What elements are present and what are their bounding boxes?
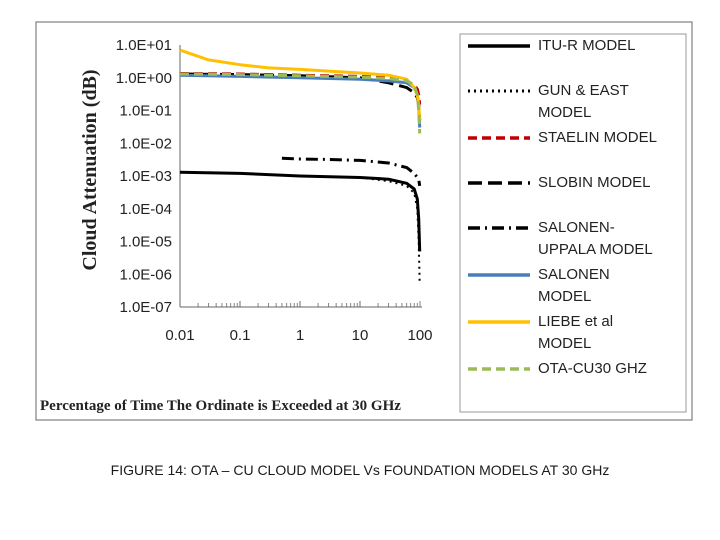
legend-label-7: LIEBE et al xyxy=(538,313,613,330)
legend-label-8: OTA-CU30 GHZ xyxy=(538,360,647,377)
y-tick-label: 1.0E-05 xyxy=(119,234,172,251)
series-line-2 xyxy=(179,171,421,285)
series-layer xyxy=(179,48,422,285)
x-tick-label: 0.01 xyxy=(165,327,194,344)
x-tick-label: 100 xyxy=(407,327,432,344)
y-tick-label: 1.0E-04 xyxy=(119,201,172,218)
y-tick-label: 1.0E-02 xyxy=(119,135,172,152)
legend: ITU-R MODEL GUN & EAST MODEL STAELIN MODEL S… xyxy=(468,37,657,377)
legend-box xyxy=(459,33,687,413)
x-tick-labels: 0.01 0.1 1 10 100 xyxy=(165,327,432,344)
x-tick-label: 0.1 xyxy=(230,327,251,344)
legend-label-7: MODEL xyxy=(538,335,591,352)
y-tick-label: 1.0E-01 xyxy=(119,103,172,120)
y-tick-label: 1.0E+00 xyxy=(116,70,172,87)
figure-caption: FIGURE 14: OTA – CU CLOUD MODEL Vs FOUND… xyxy=(110,462,610,478)
x-tick-label: 10 xyxy=(352,327,369,344)
x-axis-label: Percentage of Time The Ordinate is Excee… xyxy=(40,398,401,414)
y-tick-label: 1.0E+01 xyxy=(116,37,172,54)
legend-label-6: MODEL xyxy=(538,288,591,305)
series-line-5 xyxy=(281,156,422,187)
x-minor-ticks xyxy=(179,301,421,307)
legend-label-5: SALONEN- xyxy=(538,219,615,236)
y-tick-labels: 1.0E+01 1.0E+00 1.0E-01 1.0E-02 1.0E-03 1.0E-… xyxy=(116,37,172,316)
x-tick-label: 1 xyxy=(296,327,304,344)
y-tick-label: 1.0E-06 xyxy=(119,266,172,283)
legend-label-5: UPPALA MODEL xyxy=(538,241,653,258)
chart-frame xyxy=(35,21,693,421)
legend-label-4: SLOBIN MODEL xyxy=(538,174,651,191)
y-axis-label: Cloud Attenuation (dB) xyxy=(79,69,101,270)
legend-label-1: ITU-R MODEL xyxy=(538,37,636,54)
legend-label-6: SALONEN xyxy=(538,266,610,283)
legend-label-2: MODEL xyxy=(538,104,591,121)
y-tick-label: 1.0E-03 xyxy=(119,168,172,185)
legend-label-3: STAELIN MODEL xyxy=(538,129,657,146)
legend-label-2: GUN & EAST xyxy=(538,82,629,99)
series-line-8 xyxy=(179,72,422,134)
y-tick-label: 1.0E-07 xyxy=(119,299,172,316)
